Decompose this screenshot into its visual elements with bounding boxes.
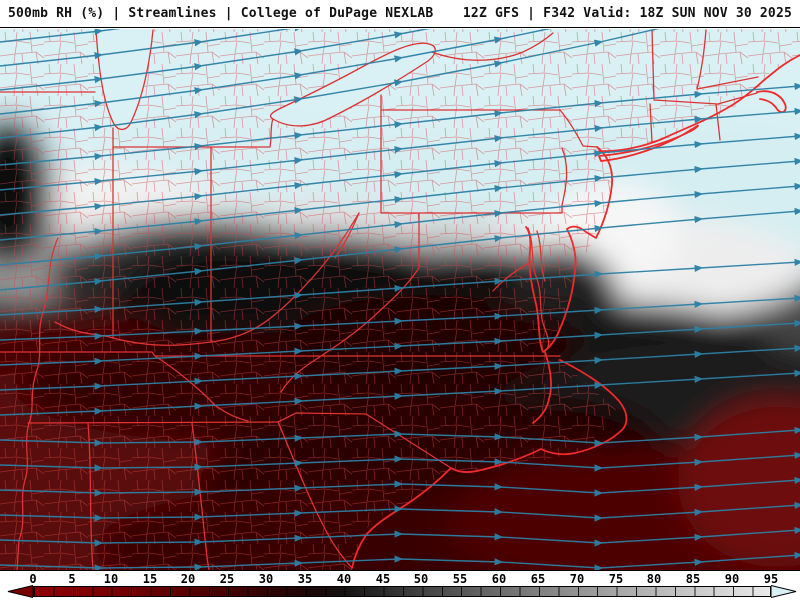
- weather-map: [0, 29, 800, 570]
- colorbar-tick: 85: [685, 572, 701, 586]
- streamlines-layer: [0, 29, 800, 570]
- product-title: 500mb RH (%) | Streamlines | College of …: [8, 6, 434, 21]
- colorbar-tick: 95: [763, 572, 779, 586]
- colorbar-tick: 65: [530, 572, 546, 586]
- colorbar-tick: 50: [413, 572, 429, 586]
- colorbar-tick: 5: [68, 572, 76, 586]
- colorbar-high-arrow-icon: [771, 585, 797, 598]
- colorbar-tick: 20: [180, 572, 196, 586]
- colorbar-low-arrow-icon: [7, 585, 33, 598]
- colorbar-tick: 60: [491, 572, 507, 586]
- colorbar-tick: 45: [375, 572, 391, 586]
- colorbar: 0 5 10 15 20 25 30 35 40 45 50 55 60 65 …: [0, 570, 800, 600]
- colorbar-tick: 30: [258, 572, 274, 586]
- colorbar-tick: 10: [103, 572, 119, 586]
- header-bar: 500mb RH (%) | Streamlines | College of …: [0, 0, 800, 28]
- colorbar-gradient: [33, 586, 771, 597]
- valid-time-label: 12Z GFS | F342 Valid: 18Z SUN NOV 30 202…: [462, 6, 792, 21]
- colorbar-tick: 15: [142, 572, 158, 586]
- colorbar-tick: 40: [336, 572, 352, 586]
- colorbar-tick: 90: [724, 572, 740, 586]
- colorbar-tick: 25: [219, 572, 235, 586]
- colorbar-tick: 70: [569, 572, 585, 586]
- colorbar-tick: 35: [297, 572, 313, 586]
- colorbar-tick: 55: [452, 572, 468, 586]
- colorbar-tick: 75: [608, 572, 624, 586]
- colorbar-tick: 0: [29, 572, 37, 586]
- colorbar-tick: 80: [646, 572, 662, 586]
